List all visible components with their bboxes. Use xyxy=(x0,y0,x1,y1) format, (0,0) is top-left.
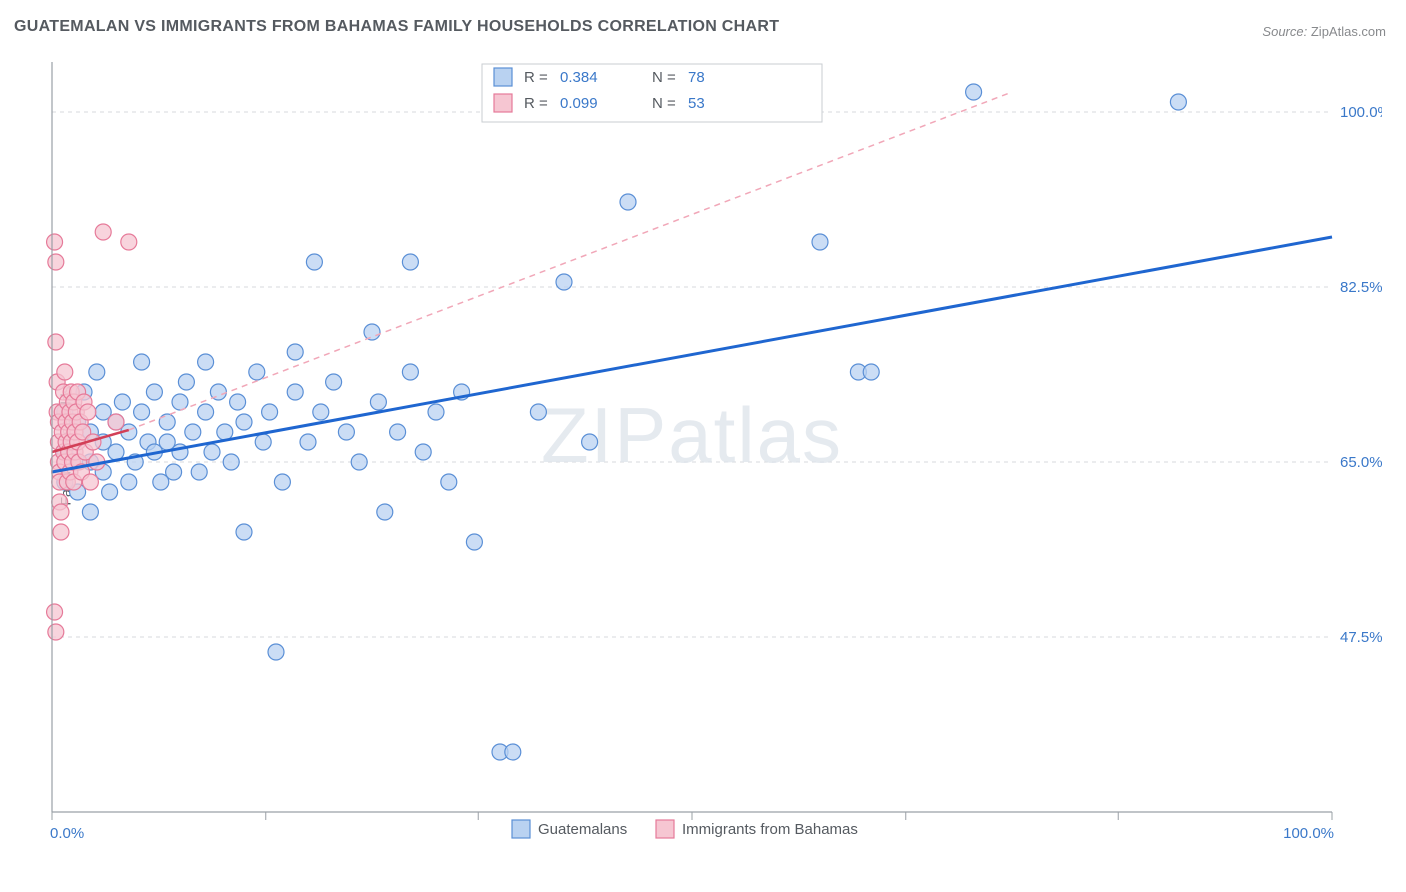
point-guatemalans xyxy=(1170,94,1186,110)
point-guatemalans xyxy=(102,484,118,500)
plot-area: 47.5%65.0%82.5%100.0%ZIPatlas0.0%100.0%R… xyxy=(42,52,1382,842)
point-guatemalans xyxy=(402,254,418,270)
point-guatemalans xyxy=(415,444,431,460)
stats-r-label: R = xyxy=(524,95,548,112)
point-guatemalans xyxy=(89,364,105,380)
point-guatemalans xyxy=(223,454,239,470)
point-bahamas xyxy=(121,234,137,250)
point-guatemalans xyxy=(268,644,284,660)
point-bahamas xyxy=(82,474,98,490)
point-guatemalans xyxy=(582,434,598,450)
point-guatemalans xyxy=(390,424,406,440)
point-guatemalans xyxy=(191,464,207,480)
stats-n-label: N = xyxy=(652,95,676,112)
point-guatemalans xyxy=(114,394,130,410)
point-guatemalans xyxy=(159,414,175,430)
legend-swatch-blue xyxy=(512,820,530,838)
point-guatemalans xyxy=(255,434,271,450)
stats-n-value: 53 xyxy=(688,95,705,112)
legend-label: Guatemalans xyxy=(538,821,627,838)
point-guatemalans xyxy=(287,384,303,400)
point-guatemalans xyxy=(134,354,150,370)
point-guatemalans xyxy=(306,254,322,270)
point-guatemalans xyxy=(178,374,194,390)
point-guatemalans xyxy=(287,344,303,360)
point-guatemalans xyxy=(966,84,982,100)
point-guatemalans xyxy=(326,374,342,390)
stats-swatch-pink xyxy=(494,94,512,112)
point-bahamas xyxy=(95,224,111,240)
point-bahamas xyxy=(80,404,96,420)
point-guatemalans xyxy=(530,404,546,420)
legend-swatch-pink xyxy=(656,820,674,838)
point-guatemalans xyxy=(364,324,380,340)
point-bahamas xyxy=(48,254,64,270)
point-guatemalans xyxy=(620,194,636,210)
source-label: Source: xyxy=(1262,24,1307,39)
point-bahamas xyxy=(47,604,63,620)
point-guatemalans xyxy=(466,534,482,550)
source-value: ZipAtlas.com xyxy=(1311,24,1386,39)
point-bahamas xyxy=(108,414,124,430)
point-guatemalans xyxy=(863,364,879,380)
point-guatemalans xyxy=(134,404,150,420)
x-tick-label: 100.0% xyxy=(1283,825,1334,842)
point-guatemalans xyxy=(185,424,201,440)
chart-title: GUATEMALAN VS IMMIGRANTS FROM BAHAMAS FA… xyxy=(14,18,779,36)
point-guatemalans xyxy=(198,354,214,370)
point-guatemalans xyxy=(217,424,233,440)
point-guatemalans xyxy=(556,274,572,290)
stats-r-value: 0.099 xyxy=(560,95,598,112)
point-guatemalans xyxy=(172,394,188,410)
point-guatemalans xyxy=(236,524,252,540)
point-bahamas xyxy=(48,624,64,640)
point-guatemalans xyxy=(230,394,246,410)
point-guatemalans xyxy=(249,364,265,380)
point-guatemalans xyxy=(402,364,418,380)
y-tick-label: 82.5% xyxy=(1340,279,1382,296)
point-bahamas xyxy=(53,504,69,520)
y-tick-label: 100.0% xyxy=(1340,104,1382,121)
stats-swatch-blue xyxy=(494,68,512,86)
point-guatemalans xyxy=(198,404,214,420)
x-tick-label: 0.0% xyxy=(50,825,84,842)
stats-n-value: 78 xyxy=(688,69,705,86)
point-guatemalans xyxy=(146,384,162,400)
stats-r-value: 0.384 xyxy=(560,69,598,86)
point-guatemalans xyxy=(108,444,124,460)
point-guatemalans xyxy=(204,444,220,460)
point-guatemalans xyxy=(338,424,354,440)
point-guatemalans xyxy=(274,474,290,490)
stats-n-label: N = xyxy=(652,69,676,86)
stats-r-label: R = xyxy=(524,69,548,86)
point-bahamas xyxy=(53,524,69,540)
point-guatemalans xyxy=(370,394,386,410)
point-guatemalans xyxy=(505,744,521,760)
point-guatemalans xyxy=(812,234,828,250)
point-guatemalans xyxy=(262,404,278,420)
point-guatemalans xyxy=(166,464,182,480)
point-guatemalans xyxy=(300,434,316,450)
point-guatemalans xyxy=(351,454,367,470)
legend-label: Immigrants from Bahamas xyxy=(682,821,858,838)
point-guatemalans xyxy=(82,504,98,520)
y-tick-label: 65.0% xyxy=(1340,454,1382,471)
point-guatemalans xyxy=(121,474,137,490)
source-attribution: Source: ZipAtlas.com xyxy=(1262,24,1386,39)
y-tick-label: 47.5% xyxy=(1340,629,1382,646)
point-bahamas xyxy=(57,364,73,380)
point-bahamas xyxy=(48,334,64,350)
point-guatemalans xyxy=(441,474,457,490)
scatter-chart: 47.5%65.0%82.5%100.0%ZIPatlas0.0%100.0%R… xyxy=(42,52,1382,842)
point-bahamas xyxy=(47,234,63,250)
point-guatemalans xyxy=(236,414,252,430)
point-guatemalans xyxy=(377,504,393,520)
point-guatemalans xyxy=(313,404,329,420)
point-guatemalans xyxy=(428,404,444,420)
